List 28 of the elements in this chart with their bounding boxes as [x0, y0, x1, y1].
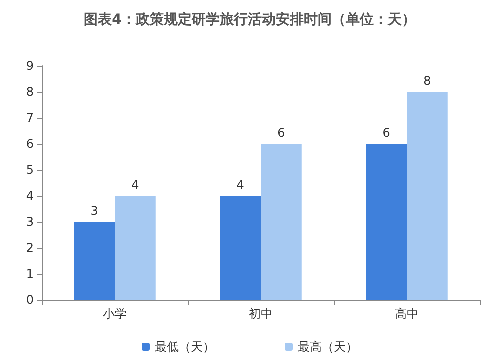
y-tick-label: 2 — [26, 241, 34, 255]
bar — [407, 92, 448, 300]
y-tick-label: 6 — [26, 137, 34, 151]
y-tick-label: 9 — [26, 59, 34, 73]
data-label: 4 — [132, 178, 140, 192]
data-label: 4 — [236, 178, 244, 192]
data-label: 8 — [424, 74, 432, 88]
x-tick-label: 初中 — [249, 307, 273, 321]
bar — [261, 144, 302, 300]
bar — [74, 222, 115, 300]
y-tick-label: 4 — [26, 189, 34, 203]
x-tick-label: 小学 — [103, 307, 127, 321]
legend-label: 最低（天） — [155, 340, 215, 354]
legend-label: 最高（天） — [298, 340, 358, 354]
bar — [220, 196, 261, 300]
bar — [366, 144, 407, 300]
data-label: 6 — [382, 126, 390, 140]
y-tick-label: 7 — [26, 111, 34, 125]
y-tick-label: 1 — [26, 267, 34, 281]
data-label: 3 — [90, 204, 98, 218]
chart-title: 图表4：政策规定研学旅行活动安排时间（单位：天） — [84, 11, 416, 28]
y-tick-label: 5 — [26, 163, 34, 177]
y-tick-label: 3 — [26, 215, 34, 229]
y-tick-label: 0 — [26, 293, 34, 307]
x-tick-label: 高中 — [395, 307, 419, 321]
y-tick-label: 8 — [26, 85, 34, 99]
data-label: 6 — [278, 126, 286, 140]
bar — [115, 196, 156, 300]
